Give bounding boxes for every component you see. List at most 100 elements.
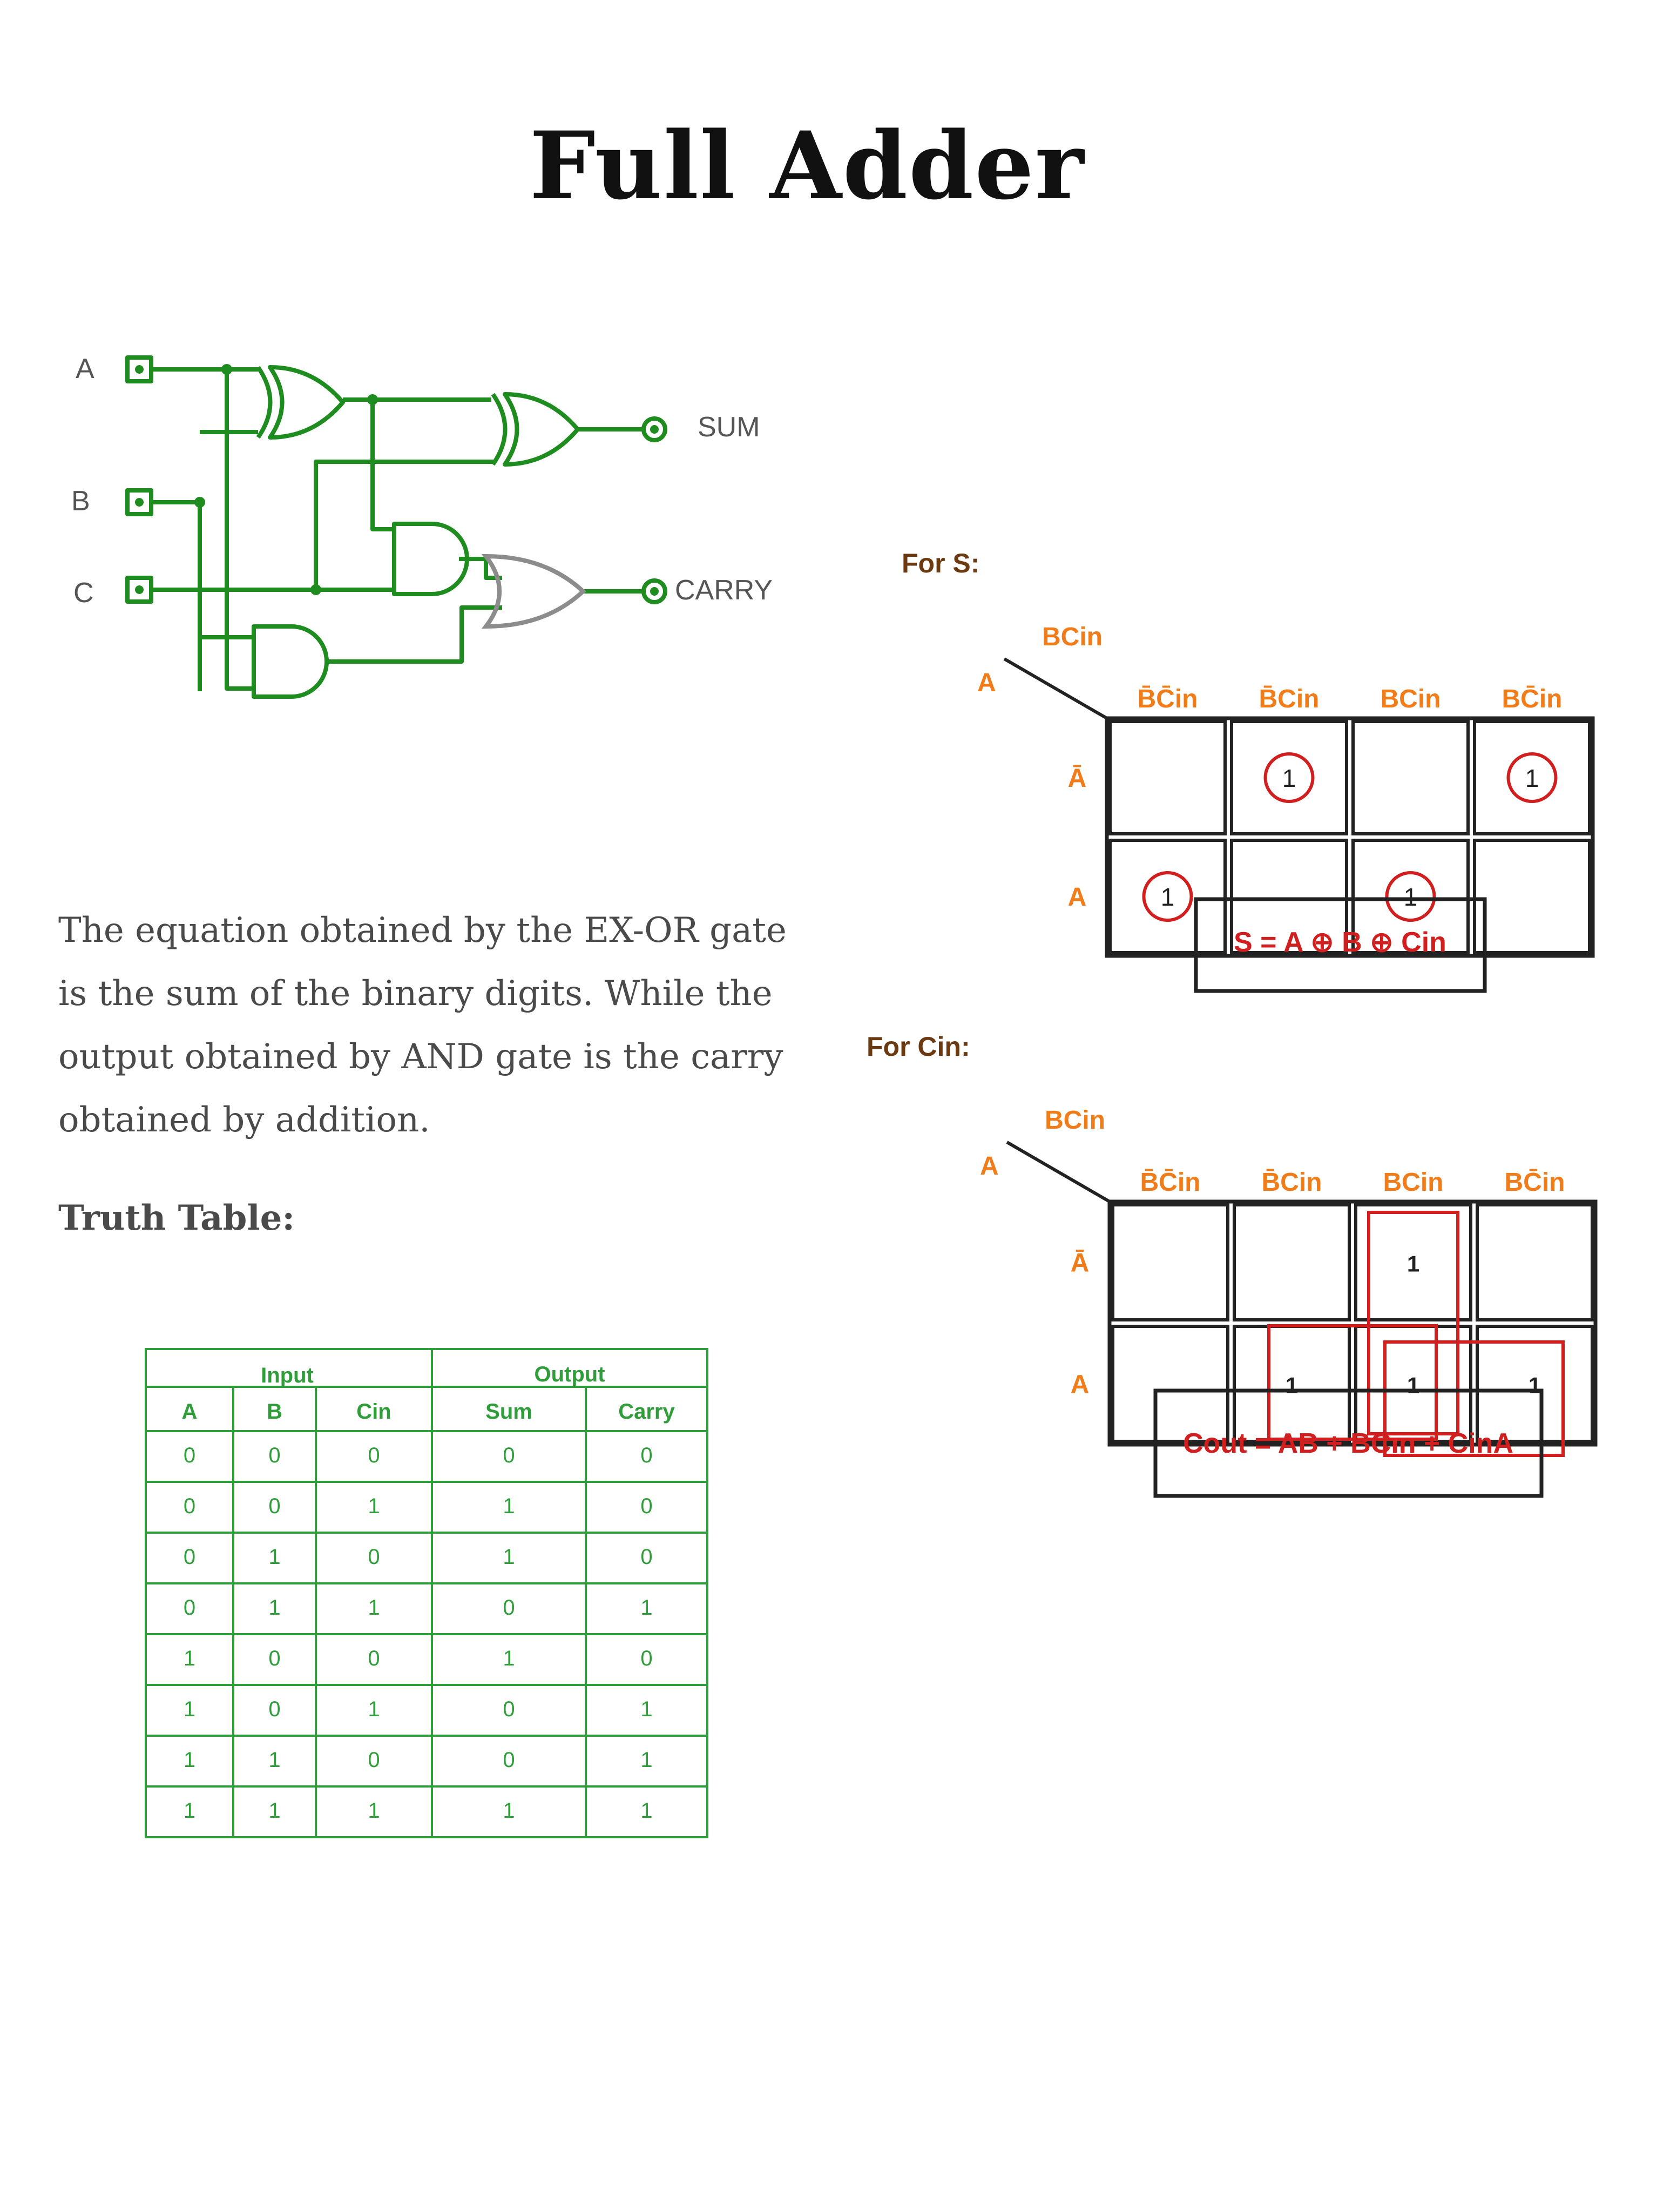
- kmap-border: [1105, 716, 1595, 958]
- equation-box-sum: [1194, 897, 1487, 993]
- kmap-group-circle: [1142, 871, 1193, 922]
- wire-c: [151, 460, 494, 592]
- tt-cell: 1: [184, 1799, 195, 1823]
- kmap-cell: [1473, 720, 1591, 835]
- tt-cell: 0: [640, 1545, 652, 1569]
- tt-cell: 1: [503, 1494, 515, 1518]
- kmap-column-header: BCin: [1383, 1168, 1444, 1197]
- tt-cell: 1: [368, 1596, 380, 1620]
- tt-cell: 0: [368, 1647, 380, 1670]
- wire-and1-out: [459, 557, 502, 580]
- output-terminal-sum: [641, 416, 667, 442]
- tt-cell: 0: [268, 1494, 280, 1518]
- equation-sum: S = A ⊕ B ⊕ Cin: [1234, 927, 1446, 958]
- kmap-border: [1107, 1199, 1598, 1447]
- kmap-cell-value: 1: [1529, 1373, 1541, 1398]
- equation-carry: Cout = AB + BCin + CinA: [1183, 1428, 1513, 1459]
- input-label-a: A: [76, 353, 94, 385]
- kmap-row-header: Ā: [1071, 1249, 1090, 1278]
- tt-cell: 1: [368, 1799, 380, 1823]
- tt-cell: 0: [368, 1748, 380, 1772]
- tt-cell: 0: [503, 1748, 515, 1772]
- kmap-group-box: [1367, 1211, 1459, 1435]
- junction-dot: [310, 584, 321, 595]
- kmap-column-header: B̄Cin: [1259, 685, 1320, 713]
- tt-column-header: Carry: [618, 1400, 675, 1424]
- tt-cell: 1: [640, 1697, 652, 1721]
- output-label-sum: SUM: [698, 412, 760, 443]
- tt-cell: 1: [368, 1697, 380, 1721]
- kmap-cell-value: 1: [1286, 1373, 1298, 1398]
- kmap-cell: [1111, 1203, 1229, 1321]
- tt-cell: 1: [503, 1545, 515, 1569]
- tt-cell: 1: [268, 1748, 280, 1772]
- output-terminal-carry: [641, 578, 667, 604]
- kmap-cell-value: 1: [1407, 1251, 1419, 1277]
- output-label-carry: CARRY: [675, 575, 773, 606]
- tt-cell: 0: [503, 1596, 515, 1620]
- tt-column-header: B: [267, 1400, 282, 1424]
- tt-cell: 0: [368, 1545, 380, 1569]
- kmap-corner-left: A: [977, 669, 996, 697]
- kmap-cell: [1351, 720, 1470, 835]
- terminal-dot: [135, 585, 144, 594]
- kmap-row-header: A: [1068, 883, 1087, 912]
- kmap-group-box: [1383, 1340, 1565, 1457]
- kmap-cell-value: 1: [1161, 883, 1175, 911]
- wire-and2-out: [327, 605, 502, 664]
- tt-border: [145, 1348, 708, 1838]
- kmap-cell: [1108, 720, 1227, 835]
- kmap-column-header: B̄C̄in: [1140, 1168, 1201, 1197]
- tt-cell: 1: [503, 1647, 515, 1670]
- tt-column-header: Sum: [485, 1400, 532, 1424]
- tt-group-output: Output: [534, 1363, 605, 1386]
- kmap-carry-heading: For Cin:: [867, 1031, 970, 1062]
- kmap-cell: [1230, 839, 1348, 954]
- tt-cell: 0: [184, 1494, 195, 1518]
- kmap-cell: [1473, 839, 1591, 954]
- or-gate-carry: [481, 554, 586, 629]
- kmap-cell: [1108, 839, 1227, 954]
- terminal-dot: [135, 498, 144, 507]
- input-label-b: B: [71, 485, 90, 517]
- tt-cell: 1: [184, 1647, 195, 1670]
- tt-cell: 1: [184, 1697, 195, 1721]
- tt-cell: 0: [184, 1444, 195, 1467]
- tt-cell: 0: [640, 1647, 652, 1670]
- kmap-group-circle: [1385, 871, 1436, 922]
- kmap-row-header: A: [1071, 1371, 1090, 1399]
- kmap-diagonal: [1006, 1141, 1111, 1203]
- kmap-row-header: Ā: [1068, 764, 1087, 793]
- kmap-sum-heading: For S:: [902, 548, 979, 578]
- tt-cell: 0: [640, 1494, 652, 1518]
- kmap-corner-left: A: [980, 1152, 999, 1181]
- kmap-cell: [1233, 1203, 1351, 1321]
- kmap-column-header: B̄C̄in: [1138, 685, 1198, 713]
- truth-table-heading: Truth Table:: [58, 1198, 295, 1238]
- and-gate-1: [392, 522, 469, 596]
- tt-cell: 1: [184, 1748, 195, 1772]
- kmap-cell: [1354, 1203, 1472, 1321]
- kmap-group-circle: [1506, 752, 1558, 803]
- terminal-dot: [650, 425, 659, 434]
- kmap-diagonal: [1003, 657, 1108, 720]
- tt-column-header: A: [182, 1400, 198, 1424]
- tt-cell: 1: [640, 1799, 652, 1823]
- tt-cell: 0: [368, 1444, 380, 1467]
- kmap-cell: [1230, 720, 1348, 835]
- tt-cell: 0: [503, 1697, 515, 1721]
- page-title: Full Adder: [529, 111, 1085, 220]
- kmap-corner-top: BCin: [1045, 1106, 1105, 1135]
- tt-cell: 1: [268, 1596, 280, 1620]
- terminal-dot: [135, 365, 144, 374]
- xor-gate-2: [491, 392, 580, 467]
- description-paragraph: The equation obtained by the EX-OR gate …: [58, 911, 787, 1140]
- kmap-cell-value: 1: [1404, 883, 1418, 911]
- tt-cell: 1: [503, 1799, 515, 1823]
- tt-cell: 1: [640, 1596, 652, 1620]
- kmap-column-header: BC̄in: [1502, 685, 1563, 713]
- tt-cell: 0: [268, 1444, 280, 1467]
- kmap-cell-value: 1: [1407, 1373, 1419, 1398]
